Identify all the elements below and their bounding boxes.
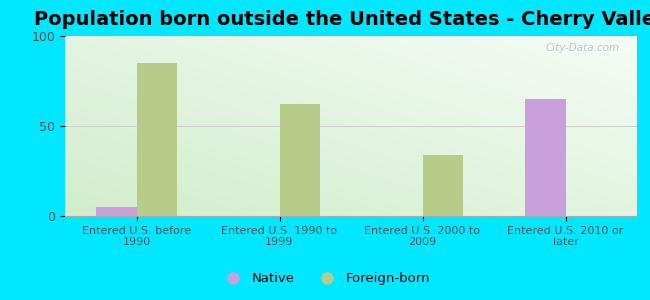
Bar <box>280 104 320 216</box>
Bar <box>136 63 177 216</box>
Bar <box>96 207 136 216</box>
Bar <box>525 99 566 216</box>
Bar <box>422 155 463 216</box>
Legend: Native, Foreign-born: Native, Foreign-born <box>214 267 436 290</box>
Title: Population born outside the United States - Cherry Valley: Population born outside the United State… <box>34 10 650 29</box>
Text: City-Data.com: City-Data.com <box>546 43 620 53</box>
